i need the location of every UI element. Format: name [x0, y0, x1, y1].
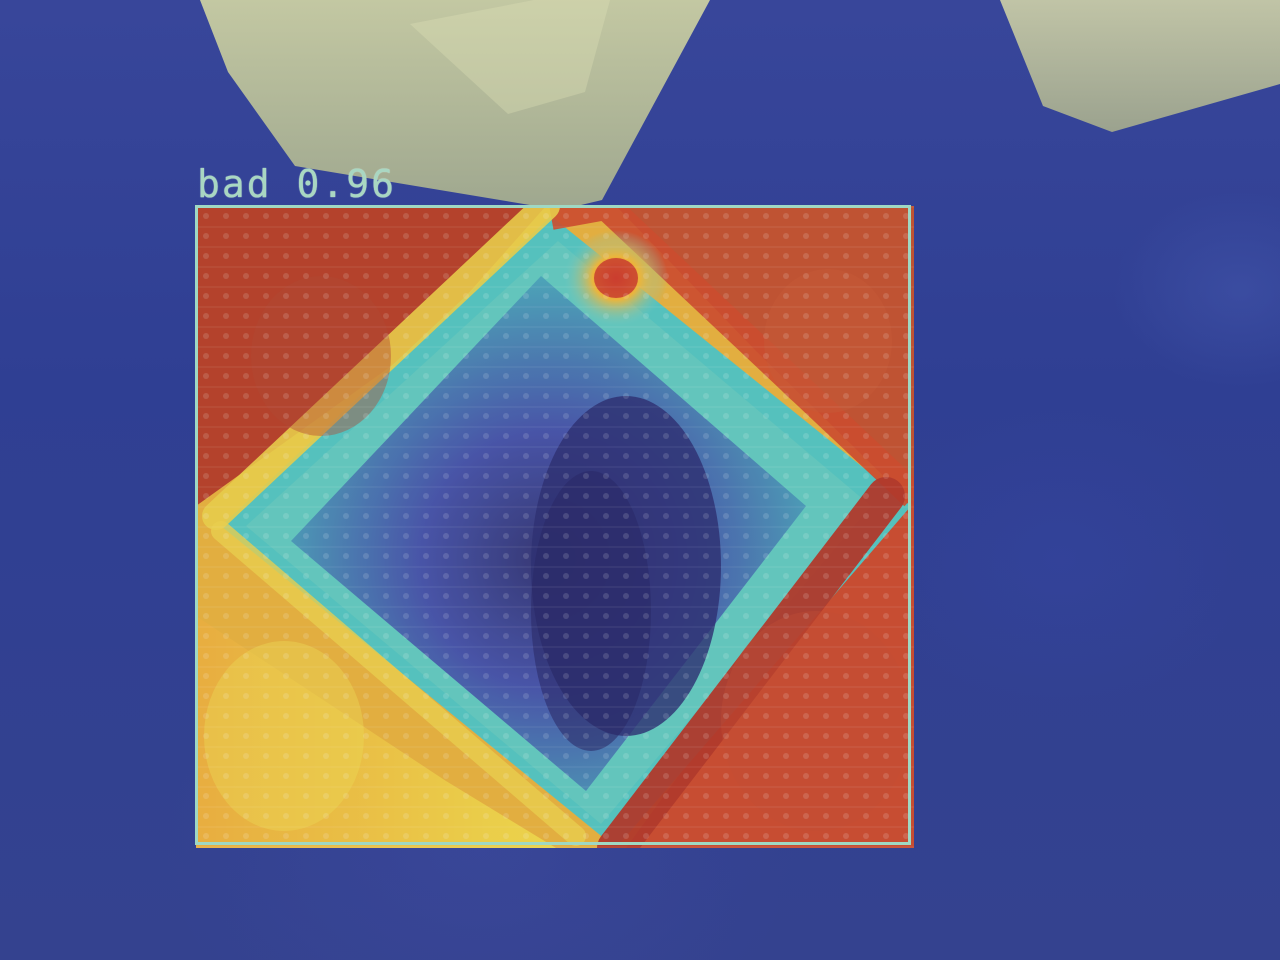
top-right-crystal-shape — [1000, 0, 1280, 132]
detection-bounding-box — [195, 205, 911, 845]
detection-label: bad 0.96 — [197, 164, 396, 204]
heatmap-graphic — [196, 206, 914, 848]
detection-confidence: 0.96 — [296, 162, 397, 206]
heatmap-overlay — [196, 206, 914, 848]
detection-class-label: bad — [197, 162, 272, 206]
